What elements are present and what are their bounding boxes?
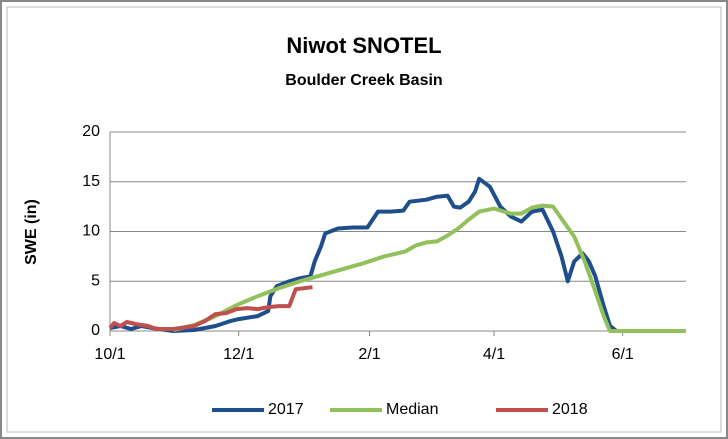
series-line [109, 176, 686, 333]
x-tick-label: 4/1 [483, 346, 505, 363]
legend-label: Median [386, 401, 438, 418]
y-tick-label: 0 [91, 322, 100, 339]
chart-title: Niwot SNOTEL [286, 33, 441, 58]
x-tick-label: 2/1 [358, 346, 380, 363]
y-tick-label: 5 [91, 272, 100, 289]
legend-label: 2017 [268, 401, 304, 418]
x-tick-label: 6/1 [612, 346, 634, 363]
y-tick-label: 20 [82, 123, 100, 140]
series-line [108, 285, 313, 331]
x-tick-label: 10/1 [94, 346, 125, 363]
x-tick-label: 12/1 [223, 346, 254, 363]
legend-label: 2018 [552, 401, 588, 418]
y-tick-label: 15 [82, 173, 100, 190]
y-axis-label: SWE (in) [23, 199, 40, 265]
plot-frame [6, 6, 722, 433]
series-line [172, 203, 686, 333]
y-tick-label: 10 [82, 223, 100, 240]
chart-subtitle: Boulder Creek Basin [285, 72, 442, 89]
